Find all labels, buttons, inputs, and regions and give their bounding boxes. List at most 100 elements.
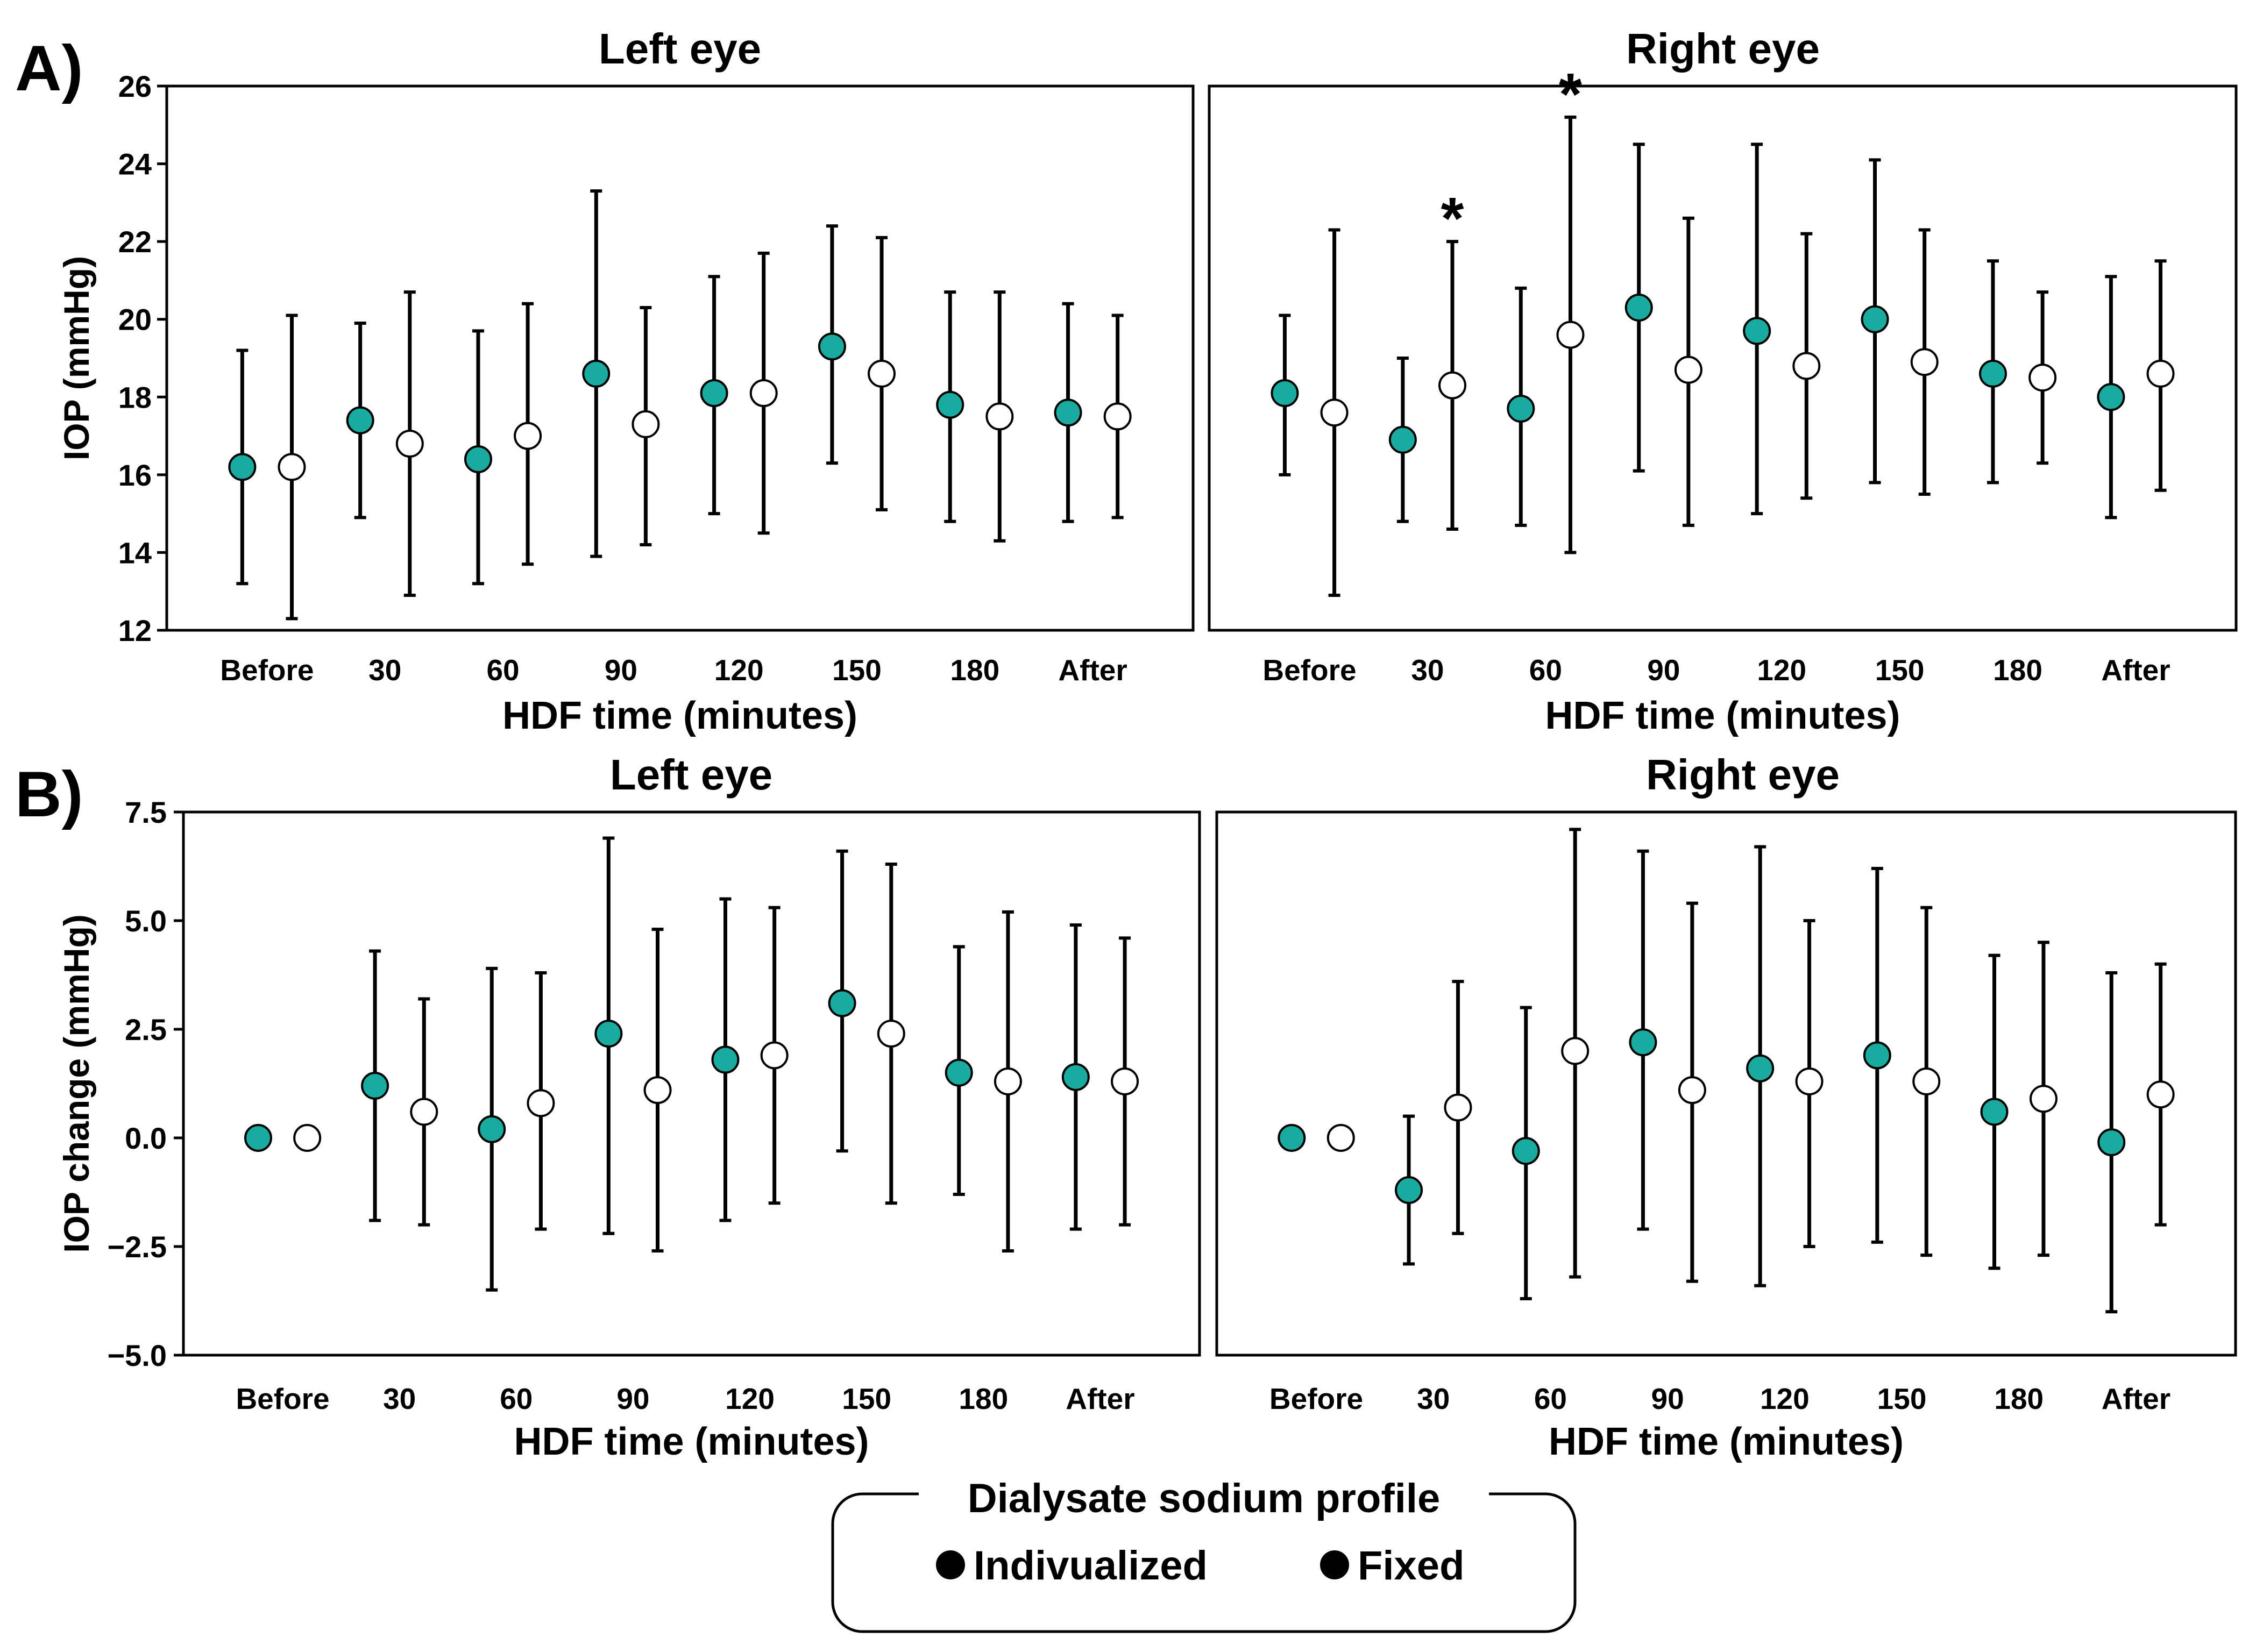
data-point-indivualized: [1746, 1054, 1775, 1083]
chart-title: Right eye: [1626, 25, 1820, 73]
data-point-fixed: [2146, 1080, 2175, 1109]
data-point-fixed: [1326, 1124, 1355, 1152]
data-point-fixed: [1678, 1076, 1706, 1105]
x-tick-label: Before: [1262, 653, 1356, 687]
y-tick-label: 5.0: [125, 904, 167, 938]
x-tick-label: 180: [1994, 1382, 2044, 1415]
data-point-indivualized: [1512, 1137, 1540, 1165]
chart-0: Left eye HDF time (minutes) IOP (mmHg) 12 14…: [56, 25, 1195, 737]
data-point-indivualized: [1061, 1063, 1090, 1091]
data-point-indivualized: [2097, 383, 2125, 411]
data-point-indivualized: [1861, 305, 1889, 333]
data-point-fixed: [527, 1089, 555, 1117]
x-tick-label: 180: [1993, 653, 2042, 687]
x-tick-label: 180: [950, 653, 999, 687]
data-point-fixed: [1795, 1067, 1824, 1095]
legend: Dialysate sodium profile Indivualized Fi…: [831, 1471, 1577, 1633]
data-point-indivualized: [1507, 394, 1535, 423]
x-tick-label: Before: [1269, 1382, 1363, 1415]
legend-title-backdrop: [919, 1471, 1489, 1519]
x-tick-label: 120: [1757, 653, 1806, 687]
y-tick-label: 2.5: [125, 1013, 167, 1046]
x-axis-label: HDF time (minutes): [1549, 1420, 1904, 1463]
x-tick-label: 30: [1417, 1382, 1450, 1415]
data-point-fixed: [1320, 398, 1349, 427]
data-point-indivualized: [594, 1020, 623, 1048]
data-point-fixed: [2028, 364, 2057, 392]
data-point-indivualized: [1629, 1028, 1657, 1057]
data-point-fixed: [1792, 352, 1821, 380]
y-axis-label: IOP change (mmHg): [56, 914, 96, 1253]
y-tick-label: 12: [118, 614, 152, 647]
data-point-fixed: [2029, 1085, 2058, 1113]
plot-frame: [1208, 84, 2238, 632]
data-point-fixed: [1910, 348, 1939, 376]
legend-label-indivualized: Indivualized: [974, 1543, 1208, 1589]
y-tick-label: 14: [118, 536, 152, 569]
x-tick-label: 150: [832, 653, 882, 687]
x-tick-label: Before: [220, 653, 314, 687]
x-tick-label: 150: [1875, 653, 1925, 687]
data-point-indivualized: [818, 332, 846, 361]
data-point-fixed: [2146, 359, 2175, 388]
data-point-indivualized: [1271, 379, 1299, 408]
data-point-indivualized: [464, 445, 492, 473]
x-tick-label: 60: [1529, 653, 1562, 687]
data-point-fixed: [1912, 1067, 1941, 1095]
data-point-fixed: [632, 410, 660, 438]
y-tick-label: −2.5: [107, 1230, 167, 1264]
data-point-indivualized: [700, 379, 728, 408]
data-point-fixed: [760, 1041, 789, 1070]
data-point-fixed: [1111, 1067, 1139, 1095]
x-tick-label: 90: [616, 1382, 649, 1415]
significance-star: *: [1559, 61, 1582, 127]
data-point-indivualized: [1624, 294, 1653, 322]
data-point-indivualized: [244, 1124, 272, 1152]
data-point-indivualized: [936, 390, 964, 419]
data-point-fixed: [278, 453, 306, 481]
data-point-indivualized: [2097, 1128, 2126, 1157]
data-point-fixed: [293, 1124, 322, 1152]
chart-title: Left eye: [610, 751, 772, 799]
x-tick-label: 30: [368, 653, 401, 687]
data-point-fixed: [1103, 402, 1132, 431]
data-point-indivualized: [1388, 425, 1417, 454]
data-point-indivualized: [346, 406, 374, 435]
x-axis-label: HDF time (minutes): [1545, 694, 1900, 737]
data-point-fixed: [514, 422, 542, 450]
chart-title: Right eye: [1646, 751, 1840, 799]
data-point-indivualized: [228, 453, 257, 481]
x-tick-label: 180: [959, 1382, 1008, 1415]
y-axis-label: IOP (mmHg): [56, 256, 96, 460]
y-tick-label: 18: [118, 380, 152, 414]
chart-1: Right eye HDF time (minutes) Before 30 60 90 1…: [1208, 25, 2238, 737]
data-point-indivualized: [711, 1045, 740, 1074]
y-tick-label: 26: [118, 69, 152, 103]
x-tick-label: 90: [1647, 653, 1680, 687]
x-tick-label: 120: [1760, 1382, 1810, 1415]
legend-label-fixed: Fixed: [1358, 1543, 1465, 1589]
x-tick-label: 150: [1877, 1382, 1927, 1415]
x-tick-label: 30: [383, 1382, 416, 1415]
y-tick-label: 16: [118, 458, 152, 492]
chart-2: Left eye HDF time (minutes) IOP change (mm…: [56, 751, 1201, 1463]
data-point-fixed: [749, 379, 778, 408]
data-point-indivualized: [1278, 1124, 1306, 1152]
data-point-indivualized: [1978, 359, 2007, 388]
x-tick-label: After: [2101, 653, 2170, 687]
plot-frame: [1215, 810, 2237, 1357]
x-tick-label: 30: [1411, 653, 1444, 687]
x-axis-label: HDF time (minutes): [502, 694, 857, 737]
data-point-indivualized: [828, 989, 856, 1017]
data-point-fixed: [994, 1067, 1022, 1095]
x-tick-label: 60: [500, 1382, 533, 1415]
legend-marker-fixed: [1320, 1550, 1349, 1579]
x-tick-label: 120: [714, 653, 764, 687]
x-tick-label: After: [1058, 653, 1127, 687]
data-point-indivualized: [1395, 1176, 1423, 1204]
x-tick-label: 90: [605, 653, 637, 687]
data-point-fixed: [643, 1076, 672, 1105]
data-point-fixed: [1556, 321, 1585, 349]
data-point-fixed: [410, 1098, 438, 1126]
